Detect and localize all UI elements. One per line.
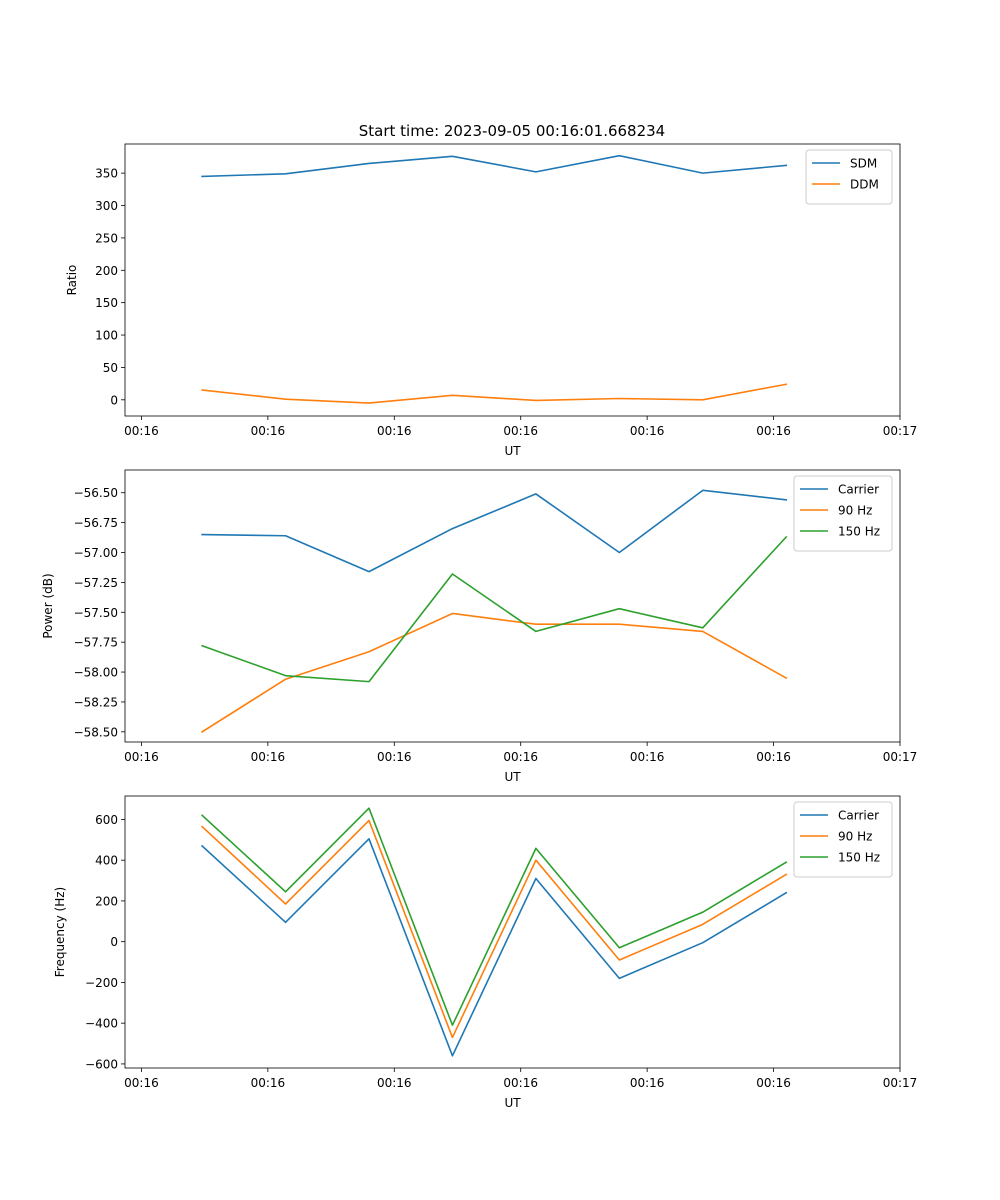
y-axis-label: Ratio — [65, 265, 79, 296]
legend-label: SDM — [850, 157, 877, 171]
legend-label: 90 Hz — [838, 830, 872, 844]
x-axis-label: UT — [504, 1096, 521, 1110]
figure-title: Start time: 2023-09-05 00:16:01.668234 — [359, 122, 665, 140]
y-tick-label: 100 — [95, 329, 118, 343]
chart-panel-1: 00:16 00:16 00:16 00:16 00:16 00:16 00:17 0 50 10… — [65, 143, 918, 458]
legend-box — [793, 801, 893, 878]
y-tick-label: 300 — [95, 199, 118, 213]
series-line-ddm — [201, 383, 788, 404]
x-tick-label: 00:16 — [251, 750, 286, 764]
y-tick-label: 150 — [95, 296, 118, 310]
y-tick-label: −57.00 — [74, 546, 118, 560]
y-tick-label: 0 — [110, 393, 118, 407]
plot-frame — [124, 469, 901, 743]
x-axis-label: UT — [504, 770, 521, 784]
y-tick-label: −58.00 — [74, 666, 118, 680]
chart-panel-3: 00:16 00:16 00:16 00:16 00:16 00:16 00:17 −600 −… — [53, 795, 918, 1110]
y-tick-label: 200 — [95, 894, 118, 908]
x-tick-label: 00:16 — [630, 1076, 665, 1090]
series-line-150-hz — [200, 807, 788, 1027]
series-line-90-hz — [201, 612, 788, 733]
y-tick-label: −57.25 — [74, 576, 118, 590]
x-tick-label: 00:16 — [124, 424, 159, 438]
legend-box — [805, 149, 893, 205]
y-axis-label: Frequency (Hz) — [53, 887, 67, 978]
legend-label: 90 Hz — [838, 504, 872, 518]
x-tick-label: 00:16 — [251, 1076, 286, 1090]
y-tick-label: 50 — [103, 361, 118, 375]
x-tick-label: 00:16 — [756, 750, 791, 764]
y-axis-label: Power (dB) — [41, 573, 55, 638]
legend-label: 150 Hz — [838, 851, 880, 865]
x-tick-label: 00:17 — [883, 424, 918, 438]
y-tick-label: −58.25 — [74, 695, 118, 709]
x-tick-label: 00:17 — [883, 750, 918, 764]
x-tick-label: 00:16 — [630, 424, 665, 438]
series-line-carrier — [201, 489, 788, 573]
legend-label: 150 Hz — [838, 525, 880, 539]
plot-frame — [124, 795, 901, 1069]
series-line-sdm — [201, 154, 788, 178]
x-tick-label: 00:16 — [503, 1076, 538, 1090]
chart-panel-2: 00:16 00:16 00:16 00:16 00:16 00:16 00:17 −58.5… — [41, 469, 918, 784]
y-tick-label: −57.50 — [74, 606, 118, 620]
y-tick-label: −57.75 — [74, 636, 118, 650]
panels: 00:16 00:16 00:16 00:16 00:16 00:16 00:17 0 50 10… — [41, 143, 918, 1110]
y-tick-label: 600 — [95, 813, 118, 827]
legend: Carrier 90 Hz 150 Hz — [793, 801, 893, 878]
legend-label: DDM — [850, 178, 879, 192]
y-tick-label: 200 — [95, 264, 118, 278]
legend-box — [793, 475, 893, 552]
x-tick-label: 00:16 — [756, 424, 791, 438]
x-tick-label: 00:16 — [124, 750, 159, 764]
x-axis-label: UT — [504, 444, 521, 458]
y-tick-label: −400 — [85, 1017, 118, 1031]
plot-frame — [124, 143, 901, 417]
legend: Carrier 90 Hz 150 Hz — [793, 475, 893, 552]
x-tick-label: 00:16 — [377, 1076, 412, 1090]
series-line-150-hz — [201, 535, 788, 683]
y-tick-label: −58.50 — [74, 725, 118, 739]
legend: SDM DDM — [805, 149, 893, 205]
y-tick-label: 400 — [95, 854, 118, 868]
x-tick-label: 00:17 — [883, 1076, 918, 1090]
x-tick-label: 00:16 — [630, 750, 665, 764]
x-tick-label: 00:16 — [251, 424, 286, 438]
x-tick-label: 00:16 — [503, 424, 538, 438]
x-tick-label: 00:16 — [377, 750, 412, 764]
y-tick-label: −56.50 — [74, 486, 118, 500]
legend-label: Carrier — [838, 483, 879, 497]
y-tick-label: −600 — [85, 1057, 118, 1071]
x-tick-label: 00:16 — [756, 1076, 791, 1090]
y-tick-label: 250 — [95, 231, 118, 245]
y-tick-label: −200 — [85, 976, 118, 990]
y-tick-label: 0 — [110, 935, 118, 949]
legend-label: Carrier — [838, 809, 879, 823]
y-tick-label: −56.75 — [74, 516, 118, 530]
series-line-90-hz — [200, 819, 788, 1039]
x-tick-label: 00:16 — [377, 424, 412, 438]
series-line-carrier — [200, 837, 788, 1057]
y-tick-label: 350 — [95, 167, 118, 181]
x-tick-label: 00:16 — [124, 1076, 159, 1090]
x-tick-label: 00:16 — [503, 750, 538, 764]
